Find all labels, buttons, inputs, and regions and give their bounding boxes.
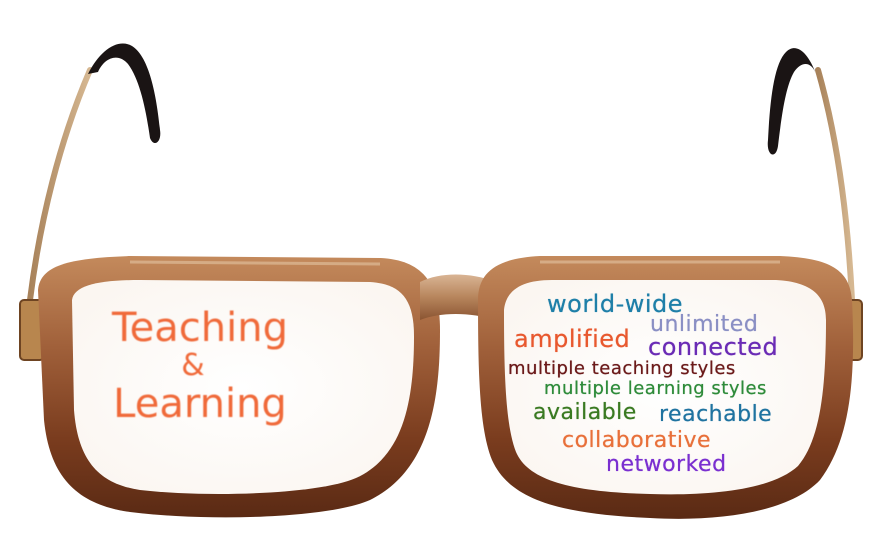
word-collaborative: collaborative xyxy=(562,428,712,453)
ampersand-text: & xyxy=(181,348,205,383)
word-multiple-learning-styles: multiple learning styles xyxy=(544,378,767,399)
left-temple-tip xyxy=(88,43,161,144)
word-available: available xyxy=(533,400,637,425)
right-temple-tip xyxy=(767,48,816,155)
bridge xyxy=(420,274,496,320)
left-temple-arm xyxy=(27,43,161,303)
left-lens-text: Teaching & Learning xyxy=(80,305,320,427)
left-lens xyxy=(72,280,414,494)
word-reachable: reachable xyxy=(659,402,773,427)
learning-text: Learning xyxy=(113,381,287,427)
right-temple-arm xyxy=(767,48,855,303)
right-lens xyxy=(504,280,826,495)
word-connected: connected xyxy=(648,333,779,361)
word-unlimited: unlimited xyxy=(650,312,759,337)
word-world-wide: world-wide xyxy=(547,290,684,318)
word-amplified: amplified xyxy=(514,325,631,353)
teaching-text: Teaching xyxy=(112,305,288,351)
word-multiple-teaching-styles: multiple teaching styles xyxy=(508,358,736,379)
word-networked: networked xyxy=(606,452,727,477)
